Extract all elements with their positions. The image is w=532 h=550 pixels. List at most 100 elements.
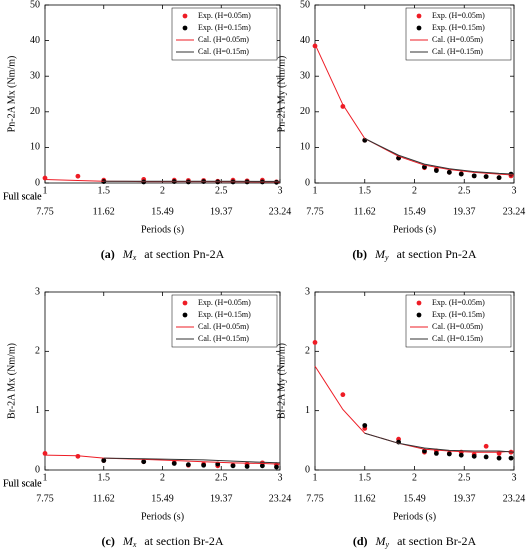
x-axis-label: Periods (s): [141, 511, 184, 522]
data-point: [215, 461, 221, 467]
data-point: [185, 462, 191, 468]
legend-box: [405, 294, 512, 348]
y-tick-label: 3: [35, 286, 40, 297]
caption-label: (b): [352, 247, 367, 261]
legend-marker: [182, 312, 188, 318]
caption-text: at section Br-2A: [397, 534, 476, 548]
period-tick-label: 7.75: [36, 493, 54, 504]
caption: (a) Mx at section Pn-2A: [101, 247, 225, 262]
period-tick-label: 11.62: [354, 493, 376, 504]
full-scale-label: Full scale: [3, 191, 42, 202]
data-point: [340, 392, 346, 398]
caption-text: at section Pn-2A: [397, 247, 477, 261]
series-line: [364, 432, 515, 453]
x-tick-label: 2: [160, 185, 165, 196]
legend-label: Exp. (H=0.15m): [198, 23, 251, 32]
data-point: [496, 455, 502, 461]
y-tick-label: 50: [300, 0, 310, 10]
period-tick-label: 23.24: [269, 206, 292, 217]
legend-label: Exp. (H=0.15m): [432, 310, 485, 319]
period-tick-label: 11.62: [354, 206, 376, 217]
y-tick-label: 0: [35, 177, 40, 188]
data-point: [471, 173, 477, 179]
legend-label: Exp. (H=0.05m): [432, 298, 485, 307]
x-tick-label: 2: [412, 472, 417, 483]
y-tick-label: 30: [30, 70, 40, 81]
full-scale-label: Full scale: [3, 478, 42, 489]
x-tick-label: 3: [512, 185, 517, 196]
period-tick-label: 15.49: [403, 493, 426, 504]
data-point: [508, 455, 514, 461]
data-point: [471, 453, 477, 459]
y-tick-label: 2: [305, 346, 310, 357]
data-point: [42, 450, 48, 456]
x-tick-label: 3: [278, 185, 283, 196]
period-tick-label: 15.49: [403, 206, 426, 217]
series-line: [314, 365, 515, 453]
legend-label: Cal. (H=0.15m): [432, 334, 483, 343]
legend-marker: [416, 13, 422, 19]
x-tick-label: 2.5: [215, 185, 228, 196]
x-tick-label: 1.5: [359, 472, 372, 483]
caption-label: (c): [102, 534, 115, 548]
legend-label: Cal. (H=0.05m): [432, 322, 483, 331]
y-tick-label: 3: [305, 286, 310, 297]
caption-symbol: M: [375, 534, 387, 548]
x-tick-label: 3: [278, 472, 283, 483]
data-point: [274, 464, 279, 470]
data-point: [496, 175, 502, 181]
period-tick-label: 19.37: [453, 493, 476, 504]
data-point: [433, 450, 439, 456]
legend-label: Cal. (H=0.05m): [198, 35, 249, 44]
caption-subscript: y: [385, 540, 390, 549]
x-tick-label: 1.5: [98, 472, 111, 483]
legend-label: Cal. (H=0.15m): [432, 47, 483, 56]
legend-marker: [416, 300, 422, 306]
x-tick-label: 1: [313, 185, 318, 196]
legend-box: [171, 294, 278, 348]
data-point: [230, 463, 236, 469]
y-tick-label: 20: [300, 106, 310, 117]
legend-label: Cal. (H=0.05m): [432, 35, 483, 44]
y-tick-label: 50: [30, 0, 40, 10]
x-axis-label: Periods (s): [393, 511, 436, 522]
y-axis-label: Br-2A My (Nm/m): [276, 343, 287, 419]
y-tick-label: 2: [35, 346, 40, 357]
data-point: [433, 168, 439, 173]
y-tick-label: 40: [300, 35, 310, 46]
data-point: [75, 173, 81, 179]
legend-box: [171, 7, 278, 61]
x-tick-label: 1.5: [98, 185, 111, 196]
x-tick-label: 1: [43, 472, 48, 483]
period-tick-label: 15.49: [151, 493, 174, 504]
caption-text: at section Br-2A: [144, 534, 223, 548]
y-tick-label: 0: [35, 464, 40, 475]
period-tick-label: 19.37: [210, 206, 233, 217]
caption-text: at section Pn-2A: [144, 247, 224, 261]
period-tick-label: 7.75: [306, 206, 324, 217]
legend-marker: [182, 13, 188, 19]
series-line: [364, 138, 515, 175]
y-tick-label: 0: [305, 464, 310, 475]
x-tick-label: 2.5: [458, 472, 471, 483]
x-tick-label: 2: [412, 185, 417, 196]
caption-label: (a): [101, 247, 115, 261]
period-tick-label: 19.37: [210, 493, 233, 504]
data-point: [458, 452, 464, 458]
caption-symbol: M: [122, 534, 134, 548]
x-tick-label: 3: [512, 472, 517, 483]
series-line: [314, 43, 515, 176]
legend-label: Exp. (H=0.05m): [432, 11, 485, 20]
x-tick-label: 1: [43, 185, 48, 196]
caption: (b) My at section Pn-2A: [352, 247, 477, 262]
period-tick-label: 7.75: [306, 493, 324, 504]
period-tick-label: 11.62: [93, 206, 115, 217]
data-point: [458, 171, 464, 177]
x-axis-label: Periods (s): [141, 224, 184, 235]
y-axis-label: Pn-2A Mx (Nm/m): [6, 56, 17, 133]
legend-box: [405, 7, 512, 61]
y-axis-label: Br-2A Mx (Nm/m): [6, 343, 17, 419]
data-point: [141, 459, 147, 465]
